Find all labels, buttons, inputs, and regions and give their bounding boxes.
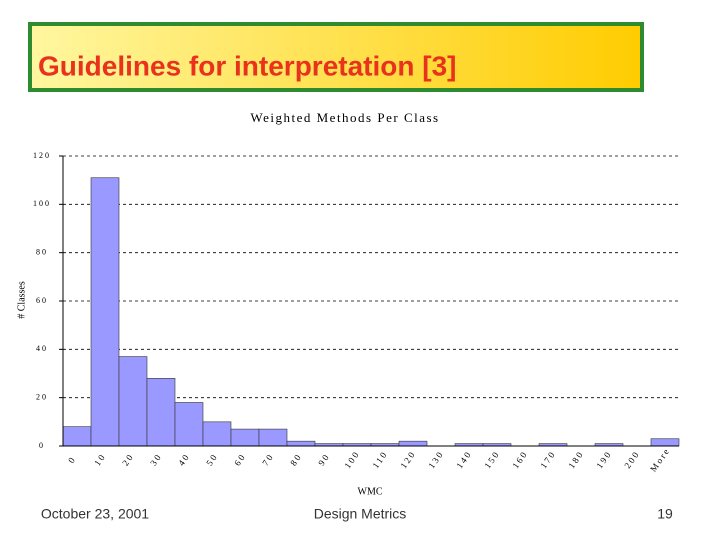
x-tick-label: 60 [232, 451, 248, 467]
x-tick-label: 170 [538, 449, 557, 471]
x-tick-label: 10 [92, 451, 108, 467]
footer-date: October 23, 2001 [41, 506, 149, 522]
bar [258, 428, 288, 447]
x-tick-label: 90 [316, 451, 332, 467]
y-tick-label: 0 [39, 441, 45, 450]
x-axis-label: WMC [358, 486, 383, 497]
bar [650, 438, 680, 447]
slide-title: Guidelines for interpretation [3] [38, 50, 456, 81]
bar [202, 421, 232, 447]
x-tick-label: 180 [566, 449, 585, 471]
x-tick-label: 30 [148, 451, 164, 467]
y-tick-label: 20 [36, 392, 48, 401]
y-axis-label: # Classes [16, 281, 27, 319]
bar [230, 428, 260, 447]
bar [398, 440, 428, 447]
x-tick-label: 140 [454, 449, 473, 471]
bar [90, 177, 120, 447]
y-tick-label: 60 [36, 296, 48, 305]
x-tick-label: 50 [204, 451, 220, 467]
x-tick-label: 200 [622, 449, 641, 471]
x-tick-label: 20 [120, 451, 136, 467]
x-tick-label: 130 [426, 449, 445, 471]
x-tick-label: 120 [398, 449, 417, 471]
x-tick-label: 0 [66, 454, 78, 465]
x-tick-label: 190 [594, 449, 613, 471]
x-tick-label: 70 [260, 451, 276, 467]
bar [62, 426, 92, 447]
y-tick-label: 100 [33, 199, 51, 208]
footer-text: Design Metrics [314, 506, 407, 522]
y-tick-label: 40 [36, 344, 48, 353]
y-tick-label: 80 [36, 247, 48, 256]
bar [174, 402, 204, 447]
bar [286, 440, 316, 447]
title-box [28, 22, 644, 92]
x-tick-label: 80 [288, 451, 304, 467]
bar [146, 378, 176, 447]
chart-title: Weighted Methods Per Class [250, 110, 439, 125]
x-tick-label: 150 [482, 449, 501, 471]
x-tick-label: 100 [342, 449, 361, 471]
x-tick-label: 110 [370, 449, 389, 470]
x-tick-label: More [648, 445, 672, 473]
x-tick-label: 160 [510, 449, 529, 471]
x-tick-label: 40 [176, 451, 192, 467]
bar [118, 356, 148, 447]
page-number: 19 [657, 506, 673, 522]
y-tick-label: 120 [33, 151, 51, 160]
